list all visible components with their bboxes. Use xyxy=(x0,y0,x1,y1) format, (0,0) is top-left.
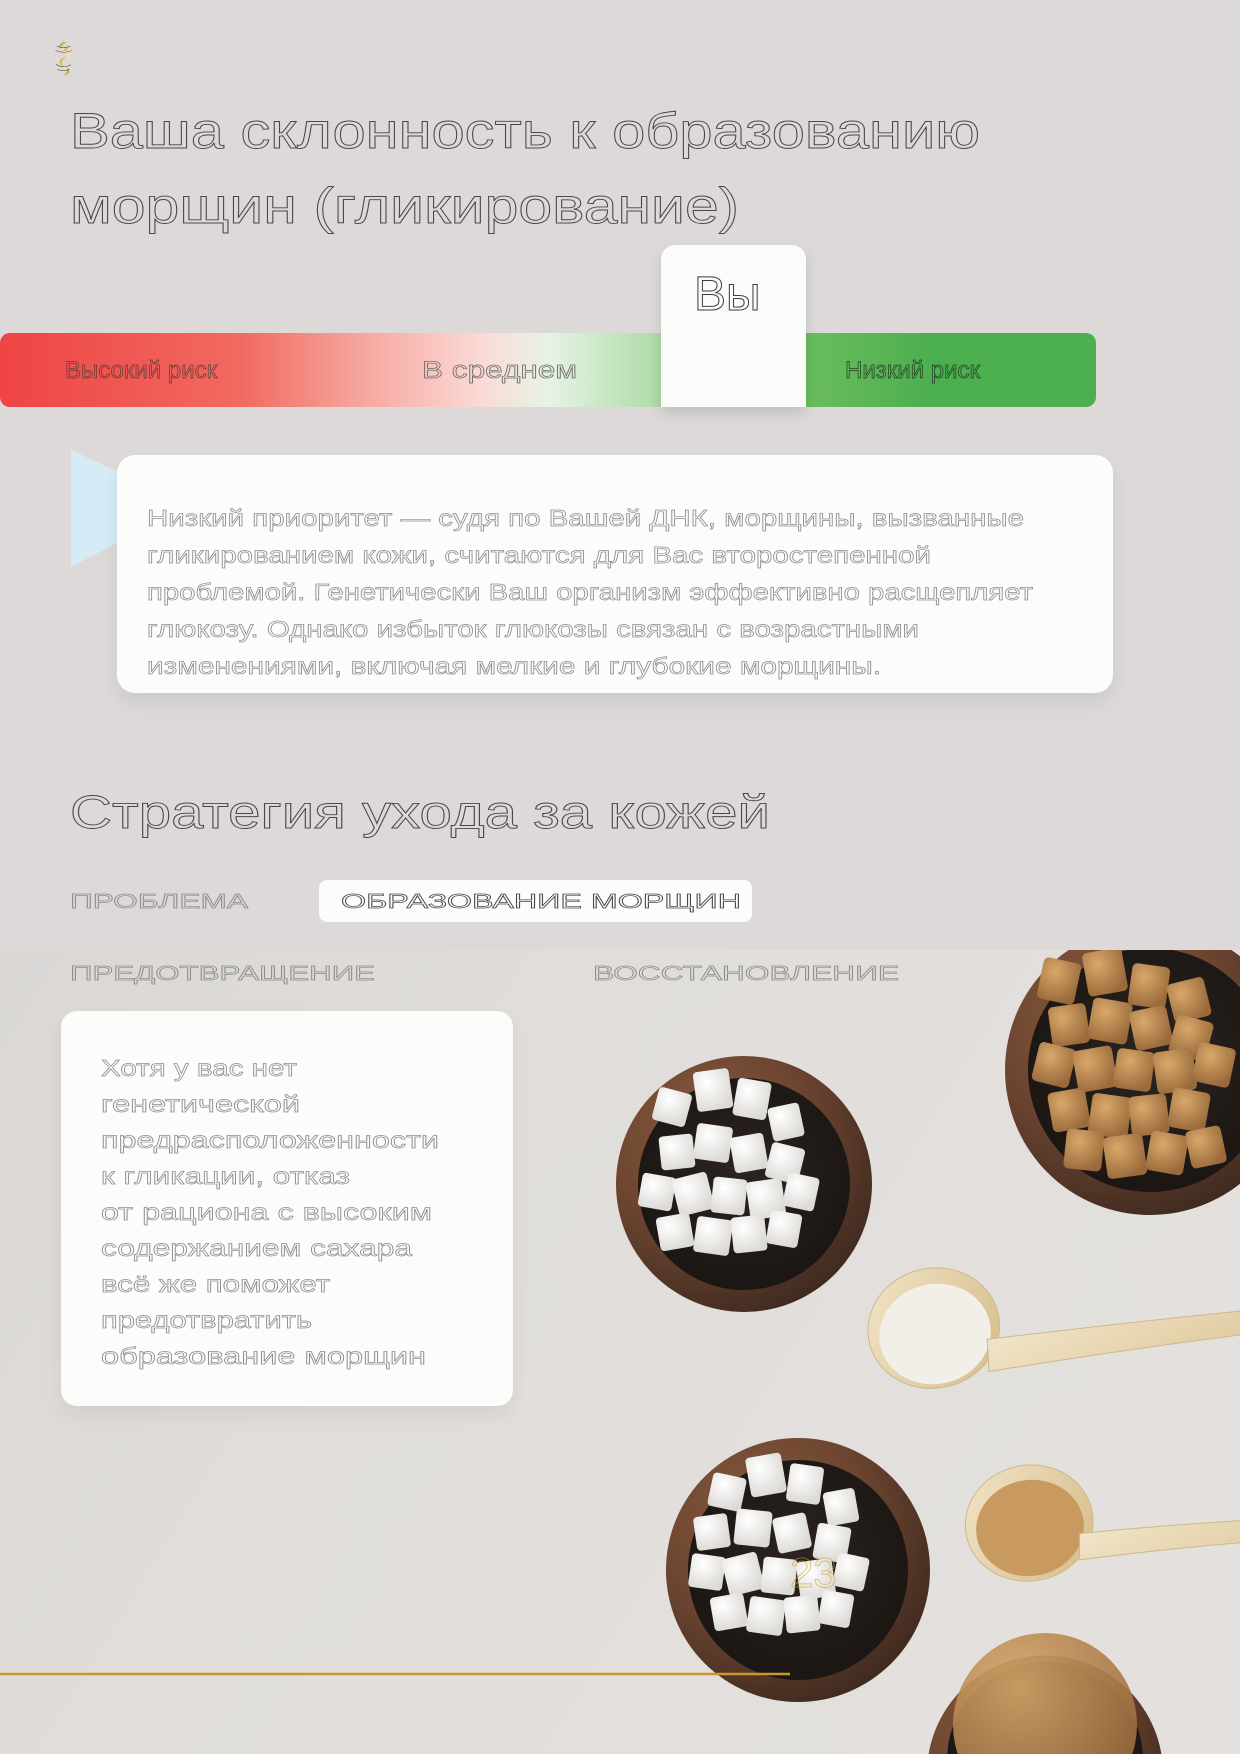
svg-text:Стратегия ухода за кожей: Стратегия ухода за кожей xyxy=(70,786,770,838)
svg-text:ОБРАЗОВАНИЕ МОРЩИН: ОБРАЗОВАНИЕ МОРЩИН xyxy=(341,891,741,913)
svg-text:ПРОБЛЕМА: ПРОБЛЕМА xyxy=(70,891,249,913)
svg-text:23: 23 xyxy=(790,1549,837,1596)
svg-text:генетической: генетической xyxy=(101,1091,300,1117)
svg-text:всё же поможет: всё же поможет xyxy=(101,1271,331,1297)
svg-text:предотвратить: предотвратить xyxy=(101,1307,312,1333)
svg-text:Хотя у вас нет: Хотя у вас нет xyxy=(101,1055,298,1081)
svg-text:Низкий приоритет — судя по Ваш: Низкий приоритет — судя по Вашей ДНК, мо… xyxy=(147,505,1024,531)
svg-text:ВОССТАНОВЛЕНИЕ: ВОССТАНОВЛЕНИЕ xyxy=(593,963,899,985)
svg-text:Высокий риск: Высокий риск xyxy=(65,357,218,384)
svg-text:к гликации, отказ: к гликации, отказ xyxy=(101,1163,350,1189)
svg-text:предрасположенности: предрасположенности xyxy=(101,1127,439,1153)
svg-text:образование морщин: образование морщин xyxy=(101,1343,426,1369)
svg-text:Ваша склонность к образованию: Ваша склонность к образованию xyxy=(70,103,980,159)
svg-text:от рациона с высоким: от рациона с высоким xyxy=(101,1199,432,1225)
svg-text:гликированием кожи, считаются: гликированием кожи, считаются для Вас вт… xyxy=(147,542,931,568)
svg-text:Вы: Вы xyxy=(694,268,761,321)
svg-text:морщин (гликирование): морщин (гликирование) xyxy=(70,178,739,234)
svg-text:В среднем: В среднем xyxy=(422,357,577,384)
svg-text:Низкий риск: Низкий риск xyxy=(845,357,980,384)
svg-text:изменениями, включая мелкие и: изменениями, включая мелкие и глубокие м… xyxy=(147,653,881,679)
svg-text:проблемой. Генетически Ваш орг: проблемой. Генетически Ваш организм эффе… xyxy=(147,579,1034,605)
svg-text:содержанием сахара: содержанием сахара xyxy=(101,1235,412,1261)
svg-text:глюкозу. Однако избыток глюкоз: глюкозу. Однако избыток глюкозы связан с… xyxy=(147,616,919,642)
